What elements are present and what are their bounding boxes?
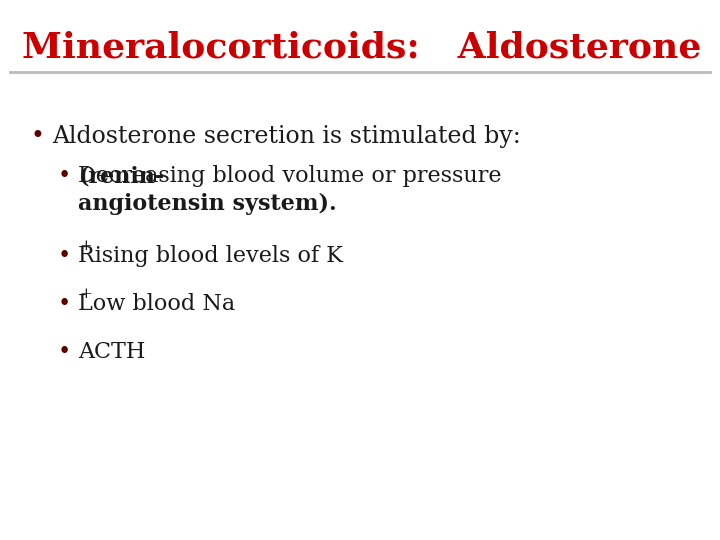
Text: Rising blood levels of K: Rising blood levels of K xyxy=(78,245,343,267)
Text: +: + xyxy=(79,239,91,253)
Text: angiotensin system).: angiotensin system). xyxy=(78,193,337,215)
Text: •: • xyxy=(58,293,71,315)
Text: •: • xyxy=(58,341,71,363)
Text: Low blood Na: Low blood Na xyxy=(78,293,235,315)
Text: ACTH: ACTH xyxy=(78,341,145,363)
Text: •: • xyxy=(58,245,71,267)
Text: •: • xyxy=(30,125,44,148)
Text: Decreasing blood volume or pressure: Decreasing blood volume or pressure xyxy=(78,165,508,187)
Text: (renin-: (renin- xyxy=(79,165,166,187)
Text: •: • xyxy=(58,165,71,187)
Text: Aldosterone secretion is stimulated by:: Aldosterone secretion is stimulated by: xyxy=(52,125,521,148)
Text: Mineralocorticoids:   Aldosterone: Mineralocorticoids: Aldosterone xyxy=(22,30,701,64)
Text: +: + xyxy=(79,287,91,301)
